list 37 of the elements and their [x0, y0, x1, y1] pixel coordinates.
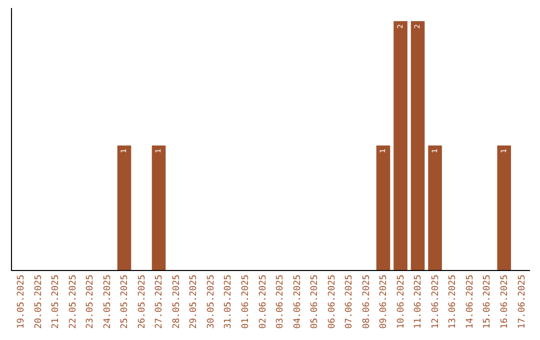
x-tick-label: 06.06.2025 — [327, 274, 338, 329]
x-tick-label: 15.06.2025 — [482, 274, 493, 329]
x-tick-label: 01.06.2025 — [241, 274, 252, 329]
x-tick-label: 22.05.2025 — [68, 274, 78, 329]
data-label: 1 — [430, 148, 439, 154]
x-tick-label: 10.06.2025 — [396, 274, 406, 329]
x-tick-label: 16.06.2025 — [500, 274, 510, 329]
x-tick-label: 30.05.2025 — [206, 274, 216, 329]
x-tick-label: 24.05.2025 — [102, 274, 113, 329]
x-tick-label: 20.05.2025 — [34, 274, 44, 329]
x-tick-label: 27.05.2025 — [154, 274, 165, 329]
x-tick-label: 04.06.2025 — [292, 274, 303, 329]
data-label: 1 — [154, 148, 163, 154]
x-tick-label: 23.05.2025 — [86, 274, 96, 329]
x-tick-label: 12.06.2025 — [430, 274, 441, 329]
x-tick-label: 17.06.2025 — [517, 274, 528, 329]
x-tick-label: 08.06.2025 — [362, 274, 372, 329]
x-tick-label: 31.05.2025 — [224, 274, 234, 329]
x-tick-label: 26.05.2025 — [137, 274, 148, 329]
data-label: 2 — [412, 24, 422, 29]
x-tick-label: 13.06.2025 — [448, 274, 458, 329]
x-tick-label: 21.05.2025 — [51, 274, 62, 329]
x-tick-label: 02.06.2025 — [258, 274, 268, 329]
x-tick-label: 19.05.2025 — [16, 274, 27, 329]
x-tick-label: 11.06.2025 — [414, 274, 424, 329]
x-tick-label: 05.06.2025 — [310, 274, 320, 329]
data-label: 1 — [119, 148, 128, 154]
x-tick-label: 09.06.2025 — [379, 274, 390, 329]
data-label: 2 — [395, 24, 404, 29]
data-label: 1 — [378, 148, 388, 154]
x-tick-label: 28.05.2025 — [172, 274, 182, 329]
x-tick-label: 03.06.2025 — [276, 274, 286, 329]
x-tick-label: 14.06.2025 — [465, 274, 476, 329]
x-tick-label: 07.06.2025 — [344, 274, 355, 329]
data-label: 1 — [498, 148, 508, 154]
x-tick-label: 29.05.2025 — [189, 274, 200, 329]
x-tick-label: 25.05.2025 — [120, 274, 130, 329]
